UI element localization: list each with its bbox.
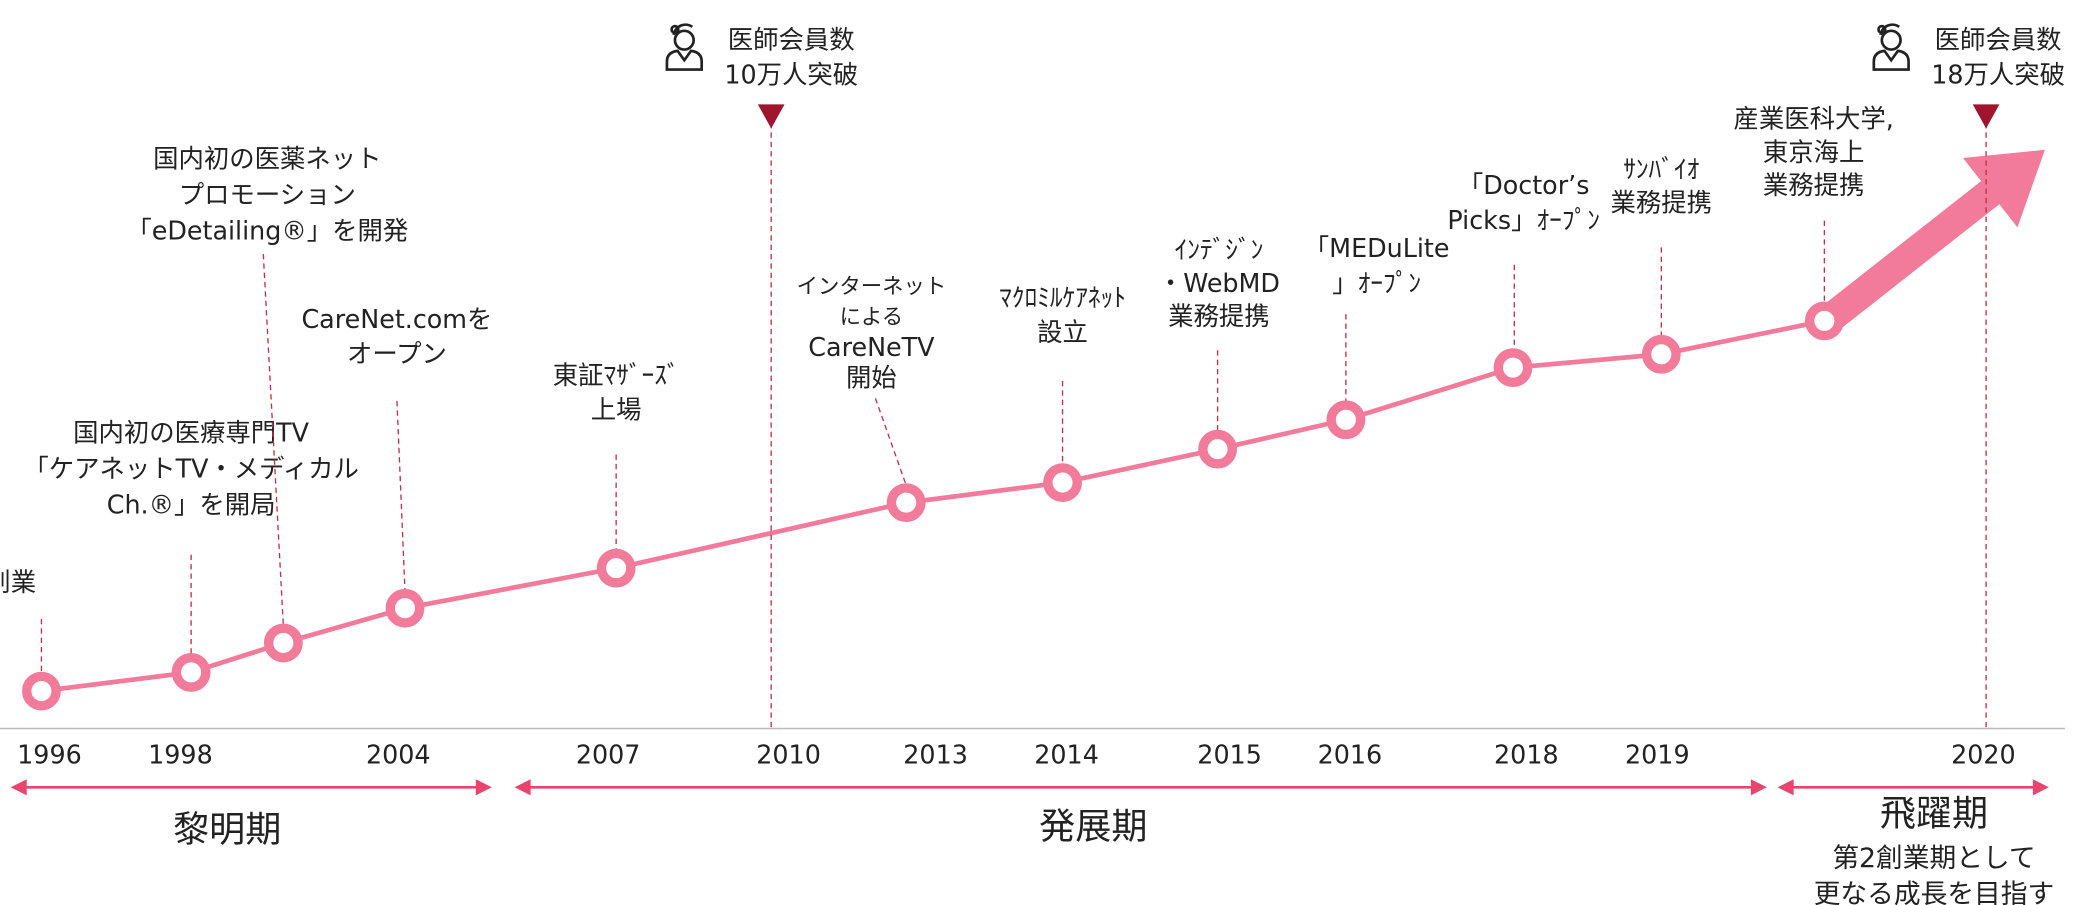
event-label: ｻﾝﾊﾞｲｵ — [1623, 154, 1699, 184]
period-arrowhead — [475, 779, 492, 796]
event-label: インターネット — [797, 274, 947, 299]
leader-line — [396, 401, 406, 591]
event-label: 業務提携 — [1611, 188, 1713, 218]
event-label: 東証ﾏｻﾞｰｽﾞ — [553, 360, 680, 390]
period-arrowhead — [1777, 779, 1794, 796]
event-label: 「Doctor’s — [1458, 170, 1590, 200]
event-label: 」ｵｰﾌﾟﾝ — [1332, 268, 1421, 298]
doctor-icon — [1872, 23, 1910, 71]
milestone-label: 医師会員数 — [728, 25, 855, 55]
event-label: ﾏｸﾛﾐﾙｹｱﾈｯﾄ — [999, 282, 1126, 312]
milestone-marker — [1972, 104, 2000, 129]
event-label: Picks」ｵｰﾌﾟﾝ — [1447, 205, 1599, 235]
year-label: 2015 — [1197, 740, 1262, 770]
event-label: オープン — [347, 339, 447, 369]
leader-line — [874, 398, 907, 486]
period-note: 第2創業期として — [1832, 843, 2035, 874]
event-label: CareNeTV — [808, 332, 935, 362]
period-label: 発展期 — [1039, 806, 1147, 848]
period-arrowhead — [1750, 779, 1767, 796]
event-label: による — [840, 305, 903, 330]
event-point — [171, 652, 211, 692]
event-point — [596, 548, 636, 588]
event-point — [1198, 429, 1237, 469]
year-label: 2019 — [1625, 740, 1690, 770]
year-label: 2018 — [1494, 740, 1559, 770]
year-label: 2016 — [1318, 740, 1383, 770]
year-label: 2004 — [366, 740, 431, 770]
event-label: 東京海上 — [1763, 137, 1865, 167]
event-point — [385, 588, 425, 628]
year-label: 2014 — [1034, 740, 1099, 770]
event-point — [1043, 463, 1082, 502]
event-label: ・WebMD — [1158, 268, 1280, 298]
year-label: 2010 — [756, 740, 821, 770]
event-label: 産業医科大学, — [1734, 103, 1894, 133]
event-label: 創業 — [0, 567, 36, 597]
period-note: 更なる成長を目指す — [1814, 879, 2054, 905]
event-label: 国内初の医薬ネット — [153, 143, 381, 173]
period-arrowhead — [10, 779, 27, 796]
event-point — [1804, 301, 1844, 341]
event-label: 開始 — [846, 363, 897, 393]
event-label: 上場 — [591, 395, 642, 425]
event-label: 業務提携 — [1168, 301, 1270, 331]
event-label: CareNet.comを — [301, 304, 492, 334]
event-point — [1641, 334, 1681, 374]
event-label: ｲﾝﾃﾞｼﾞﾝ — [1175, 234, 1264, 264]
event-label: 「eDetailing®」を開発 — [126, 216, 408, 246]
milestone-label: 10万人突破 — [724, 59, 858, 89]
period-arrowhead — [2032, 779, 2049, 796]
event-point — [886, 483, 926, 522]
event-label: 業務提携 — [1763, 170, 1865, 200]
milestone-marker — [757, 104, 785, 129]
event-point — [1326, 400, 1366, 440]
event-label: 「ケアネットTV・メディカル — [23, 454, 359, 484]
doctor-icon — [665, 23, 704, 71]
event-label: 「MEDuLite — [1304, 233, 1450, 263]
event-point — [1493, 348, 1533, 388]
event-label: Ch.®」を開局 — [107, 490, 276, 520]
trend-line — [41, 318, 1825, 694]
period-label: 黎明期 — [173, 808, 281, 850]
event-label: 設立 — [1037, 317, 1088, 347]
leader-line — [262, 253, 285, 626]
year-label: 2020 — [1951, 740, 2016, 770]
event-point — [22, 671, 61, 711]
period-label: 飛躍期 — [1880, 792, 1988, 834]
event-point — [263, 623, 303, 663]
year-label: 1998 — [148, 740, 213, 770]
milestone-label: 18万人突破 — [1931, 59, 2065, 89]
year-label: 2007 — [576, 740, 641, 770]
event-label: プロモーション — [179, 180, 356, 210]
growth-arrow — [1824, 149, 2045, 328]
milestone-label: 医師会員数 — [1935, 25, 2062, 55]
year-label: 2013 — [903, 740, 968, 770]
event-label: 国内初の医療専門TV — [73, 417, 309, 447]
year-label: 1996 — [17, 740, 82, 770]
period-arrowhead — [514, 779, 531, 796]
